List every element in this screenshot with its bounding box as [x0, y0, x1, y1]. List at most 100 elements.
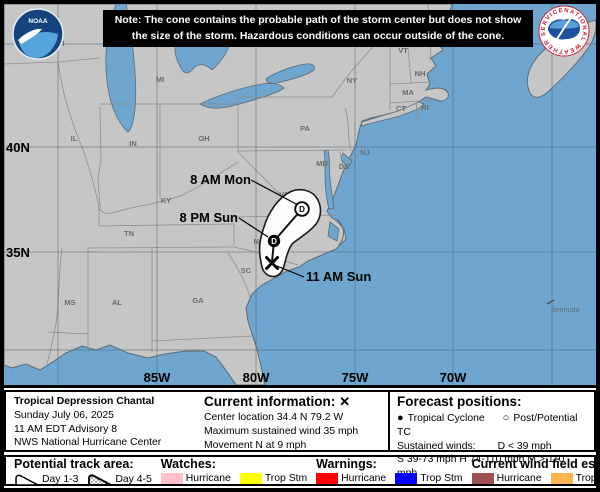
- state-label: MD: [316, 159, 328, 168]
- state-label: IN: [129, 139, 137, 148]
- wind-field-heading: Current wind field estimate:: [471, 457, 600, 471]
- legend-wind-field: Current wind field estimate: Hurricane T…: [471, 457, 600, 484]
- forecast-symbol-key: ● Tropical Cyclone ○ Post/Potential TC: [397, 411, 586, 440]
- cone-day13-icon: [15, 474, 39, 486]
- state-label: PA: [300, 124, 310, 133]
- tropstm-watch-swatch: [239, 472, 262, 484]
- track-label-11am-sun: 11 AM Sun: [306, 269, 371, 284]
- storm-agency: NWS National Hurricane Center: [14, 437, 162, 449]
- warnings-heading: Warnings:: [316, 457, 377, 471]
- state-label: NJ: [360, 148, 370, 157]
- noaa-logo: NOAA: [12, 8, 64, 60]
- wind-class-d: D < 39 mph: [497, 440, 552, 452]
- long-island: [360, 101, 425, 127]
- legend-watches: Watches: Hurricane Trop Stm: [160, 457, 316, 484]
- note-line-2: the size of the storm. Hazardous conditi…: [131, 29, 505, 42]
- basemap-svg: Bermuda WI MI IL IN OH PA NY VT NH MA CT…: [4, 4, 596, 385]
- track-area-heading: Potential track area:: [14, 457, 134, 471]
- forecast-positions-block: Forecast positions: ● Tropical Cyclone ○ Po…: [388, 392, 594, 479]
- coastal-bays: [323, 149, 353, 242]
- legend-item-hurricane-watch: Hurricane: [160, 472, 231, 484]
- state-label: MA: [402, 88, 414, 97]
- tropical-cyclone-dot-icon: ●: [397, 411, 404, 424]
- state-label: RI: [421, 103, 429, 112]
- lon-label: 80W: [243, 370, 270, 385]
- legend-item-day45: Day 4-5: [87, 473, 152, 486]
- intensity-letter: D: [299, 205, 305, 214]
- watches-heading: Watches:: [160, 457, 216, 471]
- tropstm-warning-swatch: [395, 472, 418, 484]
- state-label: MI: [156, 75, 164, 84]
- day45-label: Day 4-5: [115, 473, 152, 485]
- outer-banks: [336, 218, 344, 246]
- forecast-point-8am-mon: D: [294, 201, 310, 217]
- graticule-labels: 40N 35N 85W 80W 75W 70W: [6, 140, 467, 385]
- center-location: Center location 34.4 N 79.2 W: [204, 411, 344, 423]
- track-label-8pm-sun: 8 PM Sun: [179, 210, 238, 225]
- storm-title: Tropical Depression Chantal: [14, 396, 155, 407]
- track-label-8am-mon: 8 AM Mon: [190, 172, 251, 187]
- state-label: TN: [124, 229, 134, 238]
- forecast-map: Bermuda WI MI IL IN OH PA NY VT NH MA CT…: [4, 4, 596, 388]
- note-line-1: Note: The cone contains the probable pat…: [114, 14, 522, 26]
- nws-logo: NATIONAL WEATHER SERVICE: [538, 5, 590, 57]
- hurricane-wind-swatch: [471, 472, 494, 484]
- legend-warnings: Warnings: Hurricane Trop Stm: [316, 457, 471, 484]
- day13-label: Day 1-3: [42, 473, 79, 485]
- state-label: NH: [415, 69, 426, 78]
- wind-class-h: H 74-110 mph: [459, 454, 525, 466]
- track-time-labels: 8 AM Mon 8 PM Sun 11 AM Sun: [179, 172, 371, 284]
- state-label: AL: [112, 298, 122, 307]
- bermuda-island: [546, 299, 555, 305]
- legend-item-hurricane-wind-field: Hurricane: [471, 472, 542, 484]
- state-label: VT: [398, 46, 408, 55]
- legend-item-day13: Day 1-3: [14, 473, 78, 486]
- wind-class-s: S 39-73 mph: [397, 454, 457, 466]
- state-label: KY: [161, 196, 171, 205]
- legend-panel: Potential track area: Day 1-3 Day 4: [4, 455, 596, 486]
- tropical-cyclone-label: Tropical Cyclone: [407, 412, 485, 424]
- storm-advisory: 11 AM EDT Advisory 8: [14, 423, 117, 435]
- state-label: IL: [71, 134, 78, 143]
- forecast-point-8pm-sun: D: [267, 234, 281, 248]
- storm-date: Sunday July 06, 2025: [14, 409, 114, 421]
- intensity-letter: D: [271, 237, 277, 246]
- lon-label: 85W: [144, 370, 171, 385]
- state-labels: WI MI IL IN OH PA NY VT NH MA CT RI NJ M…: [55, 39, 428, 307]
- state-label: MS: [64, 298, 75, 307]
- hurricane-watch-swatch: [160, 472, 183, 484]
- storm-info-panel: Tropical Depression Chantal Sunday July …: [4, 390, 596, 479]
- note-banner: Note: The cone contains the probable pat…: [103, 10, 533, 48]
- lon-label: 75W: [342, 370, 369, 385]
- current-information-block: Current information: ✕ Center location 34…: [202, 392, 388, 450]
- legend-item-hurricane-warning: Hurricane: [316, 473, 386, 484]
- lat-label: 35N: [6, 245, 30, 260]
- label-leader-lines: [238, 179, 305, 278]
- current-position-x-icon: [265, 256, 279, 270]
- post-potential-tc-circle-icon: ○: [502, 411, 510, 424]
- state-label: NY: [347, 76, 357, 85]
- state-label: GA: [192, 296, 204, 305]
- noaa-logo-text: NOAA: [28, 18, 47, 25]
- lon-label: 70W: [440, 370, 467, 385]
- legend-item-tropstm-watch: Trop Stm: [239, 472, 307, 484]
- current-position-symbol: ✕: [339, 394, 351, 409]
- tropstm-wind-swatch: [550, 472, 573, 484]
- current-information-heading: Current information: ✕: [204, 394, 351, 409]
- state-label: SC: [241, 266, 252, 275]
- lat-label: 40N: [6, 140, 30, 155]
- max-sustained-wind: Maximum sustained wind 35 mph: [204, 425, 359, 437]
- movement: Movement N at 9 mph: [204, 439, 307, 451]
- hurricane-warning-swatch: [316, 472, 339, 484]
- legend-item-tropstm-warning: Trop Stm: [395, 472, 463, 484]
- storm-id-block: Tropical Depression Chantal Sunday July …: [6, 392, 202, 450]
- state-label: OH: [198, 134, 209, 143]
- bermuda-label: Bermuda: [551, 307, 580, 314]
- state-label: DE: [339, 162, 349, 171]
- sustained-winds-row: Sustained winds: D < 39 mph: [397, 440, 586, 454]
- state-label: VA: [279, 190, 289, 199]
- legend-item-tropstm-wind-field: Trop Stm: [550, 472, 596, 484]
- forecast-positions-heading: Forecast positions:: [397, 394, 522, 409]
- post-potential-tc-label: Post/Potential TC: [397, 412, 578, 438]
- cone-day45-icon: [88, 474, 112, 486]
